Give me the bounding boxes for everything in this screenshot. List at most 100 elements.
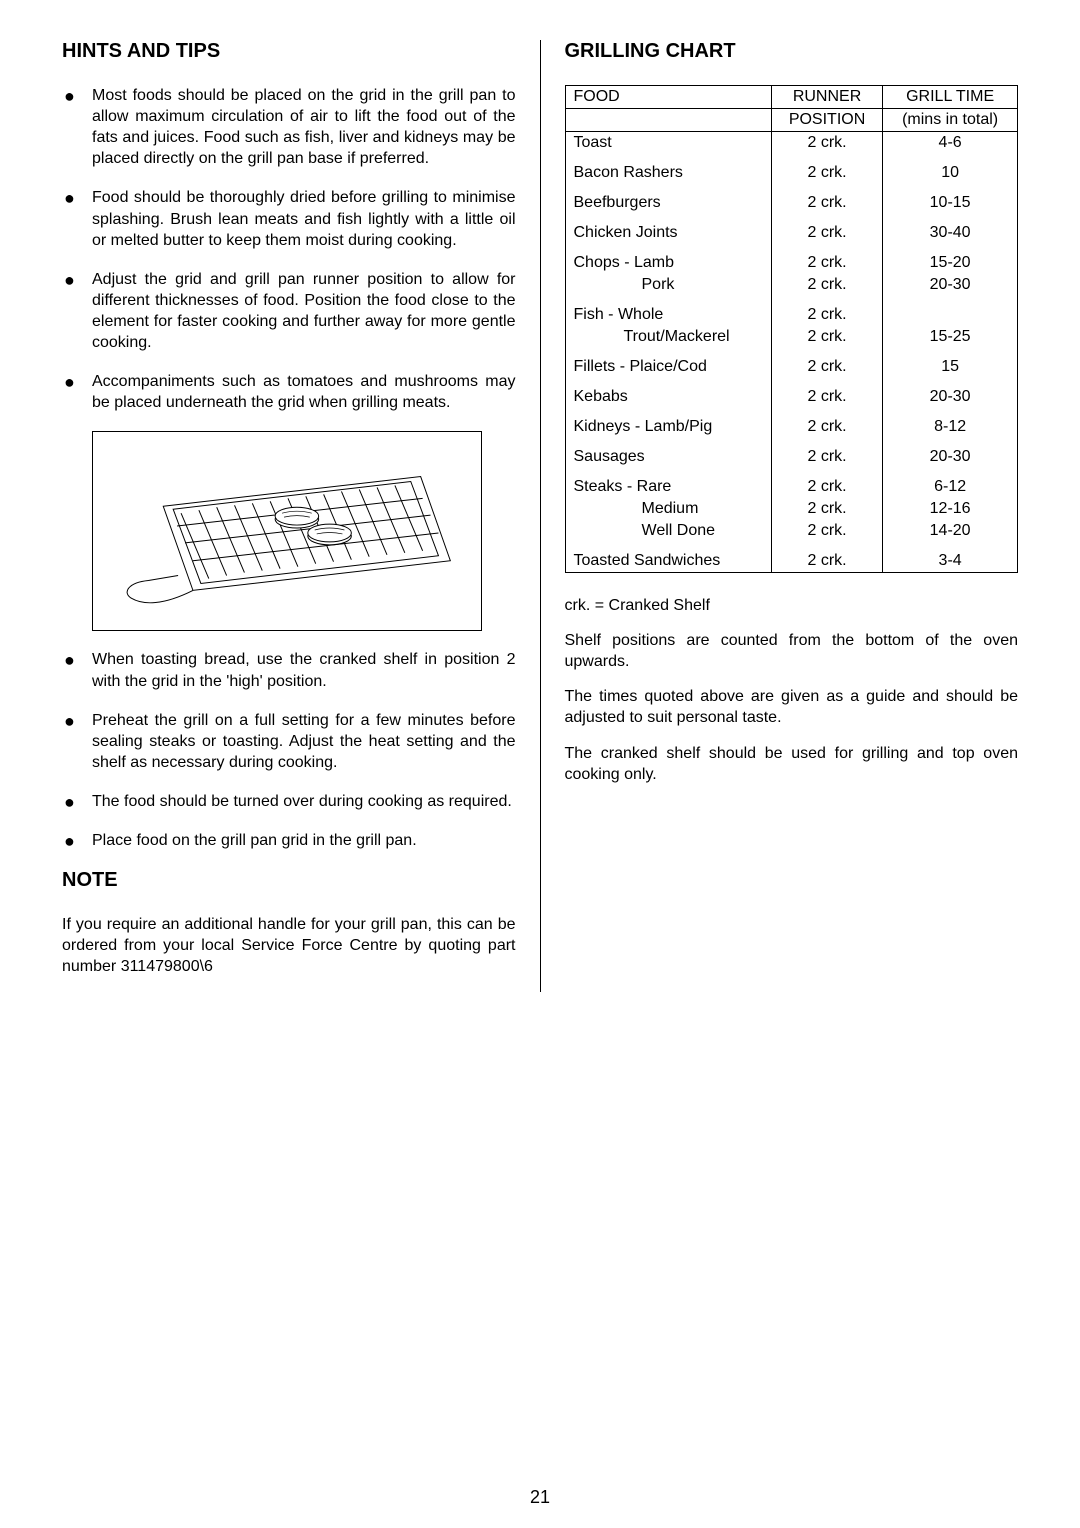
note-text: If you require an additional handle for …	[62, 914, 516, 977]
cell-time: 8-12	[883, 416, 1018, 438]
cell-food: Chops - Lamb	[565, 252, 771, 274]
cell-pos: 2 crk.	[771, 416, 882, 438]
table-row: Beefburgers 2 crk. 10-15	[565, 192, 1018, 214]
th-blank	[565, 109, 771, 132]
table-row: Steaks - Rare 2 crk. 6-12	[565, 476, 1018, 498]
cell-time: 10	[883, 162, 1018, 184]
cell-food: Bacon Rashers	[565, 162, 771, 184]
cell-time: 30-40	[883, 222, 1018, 244]
th-runner: RUNNER	[771, 86, 882, 109]
table-row: Medium 2 crk. 12-16	[565, 498, 1018, 520]
cell-time: 3-4	[883, 550, 1018, 573]
cell-food: Well Done	[565, 520, 771, 542]
table-row: Fish - Whole 2 crk.	[565, 304, 1018, 326]
times-para: The times quoted above are given as a gu…	[565, 686, 1019, 728]
table-row: Well Done 2 crk. 14-20	[565, 520, 1018, 542]
th-food: FOOD	[565, 86, 771, 109]
cell-food: Fish - Whole	[565, 304, 771, 326]
cell-time: 20-30	[883, 446, 1018, 468]
cell-food: Kidneys - Lamb/Pig	[565, 416, 771, 438]
cell-food: Medium	[565, 498, 771, 520]
cell-time: 20-30	[883, 386, 1018, 408]
cell-food: Pork	[565, 274, 771, 296]
table-row: Chicken Joints 2 crk. 30-40	[565, 222, 1018, 244]
table-row: Fillets - Plaice/Cod 2 crk. 15	[565, 356, 1018, 378]
columns: HINTS AND TIPS Most foods should be plac…	[48, 40, 1032, 992]
bullet: The food should be turned over during co…	[62, 791, 516, 812]
cell-food: Kebabs	[565, 386, 771, 408]
grilling-table: FOOD RUNNER GRILL TIME POSITION (mins in…	[565, 85, 1019, 573]
cell-pos: 2 crk.	[771, 520, 882, 542]
cell-pos: 2 crk.	[771, 498, 882, 520]
table-spacer	[565, 154, 1018, 162]
cell-pos: 2 crk.	[771, 222, 882, 244]
table-header-row: FOOD RUNNER GRILL TIME	[565, 86, 1018, 109]
cell-pos: 2 crk.	[771, 386, 882, 408]
table-spacer	[565, 296, 1018, 304]
bullet: Adjust the grid and grill pan runner pos…	[62, 269, 516, 353]
table-row: Kidneys - Lamb/Pig 2 crk. 8-12	[565, 416, 1018, 438]
cell-food: Toasted Sandwiches	[565, 550, 771, 573]
left-column: HINTS AND TIPS Most foods should be plac…	[48, 40, 541, 992]
shelf-para: Shelf positions are counted from the bot…	[565, 630, 1019, 672]
cell-pos: 2 crk.	[771, 550, 882, 573]
bullet: Place food on the grill pan grid in the …	[62, 830, 516, 851]
table-row: Chops - Lamb 2 crk. 15-20	[565, 252, 1018, 274]
crk-legend: crk. = Cranked Shelf	[565, 595, 1019, 616]
cell-pos: 2 crk.	[771, 132, 882, 155]
cell-time: 20-30	[883, 274, 1018, 296]
table-row: Kebabs 2 crk. 20-30	[565, 386, 1018, 408]
cell-pos: 2 crk.	[771, 326, 882, 348]
bullets-1: Most foods should be placed on the grid …	[62, 85, 516, 413]
cell-food: Toast	[565, 132, 771, 155]
table-header-row2: POSITION (mins in total)	[565, 109, 1018, 132]
cell-food: Beefburgers	[565, 192, 771, 214]
table-spacer	[565, 184, 1018, 192]
cell-time: 15-20	[883, 252, 1018, 274]
cell-time: 4-6	[883, 132, 1018, 155]
table-spacer	[565, 348, 1018, 356]
table-row: Trout/Mackerel 2 crk. 15-25	[565, 326, 1018, 348]
cell-time: 12-16	[883, 498, 1018, 520]
cell-food: Steaks - Rare	[565, 476, 771, 498]
cell-pos: 2 crk.	[771, 274, 882, 296]
cranked-para: The cranked shelf should be used for gri…	[565, 743, 1019, 785]
cell-food: Sausages	[565, 446, 771, 468]
grill-pan-icon	[93, 432, 481, 630]
bullet: Most foods should be placed on the grid …	[62, 85, 516, 169]
cell-time: 15-25	[883, 326, 1018, 348]
cell-pos: 2 crk.	[771, 304, 882, 326]
table-row: Pork 2 crk. 20-30	[565, 274, 1018, 296]
cell-pos: 2 crk.	[771, 162, 882, 184]
cell-pos: 2 crk.	[771, 476, 882, 498]
bullet: Preheat the grill on a full setting for …	[62, 710, 516, 773]
cell-pos: 2 crk.	[771, 356, 882, 378]
table-spacer	[565, 244, 1018, 252]
cell-food: Trout/Mackerel	[565, 326, 771, 348]
table-row: Toast 2 crk. 4-6	[565, 132, 1018, 155]
hints-heading: HINTS AND TIPS	[62, 40, 516, 63]
bullet: Food should be thoroughly dried before g…	[62, 187, 516, 250]
page-number: 21	[0, 1487, 1080, 1508]
cell-food: Fillets - Plaice/Cod	[565, 356, 771, 378]
cell-time: 15	[883, 356, 1018, 378]
th-time: GRILL TIME	[883, 86, 1018, 109]
table-spacer	[565, 438, 1018, 446]
th-position: POSITION	[771, 109, 882, 132]
table-row: Toasted Sandwiches 2 crk. 3-4	[565, 550, 1018, 573]
table-row: Bacon Rashers 2 crk. 10	[565, 162, 1018, 184]
cell-time	[883, 304, 1018, 326]
table-row: Sausages 2 crk. 20-30	[565, 446, 1018, 468]
cell-pos: 2 crk.	[771, 252, 882, 274]
bullet: When toasting bread, use the cranked she…	[62, 649, 516, 691]
grilling-heading: GRILLING CHART	[565, 40, 1019, 63]
table-spacer	[565, 468, 1018, 476]
cell-time: 6-12	[883, 476, 1018, 498]
cell-pos: 2 crk.	[771, 446, 882, 468]
note-heading: NOTE	[62, 869, 516, 892]
cell-food: Chicken Joints	[565, 222, 771, 244]
bullets-2: When toasting bread, use the cranked she…	[62, 649, 516, 851]
cell-time: 14-20	[883, 520, 1018, 542]
right-column: GRILLING CHART FOOD RUNNER GRILL TIME PO…	[541, 40, 1033, 992]
table-spacer	[565, 408, 1018, 416]
